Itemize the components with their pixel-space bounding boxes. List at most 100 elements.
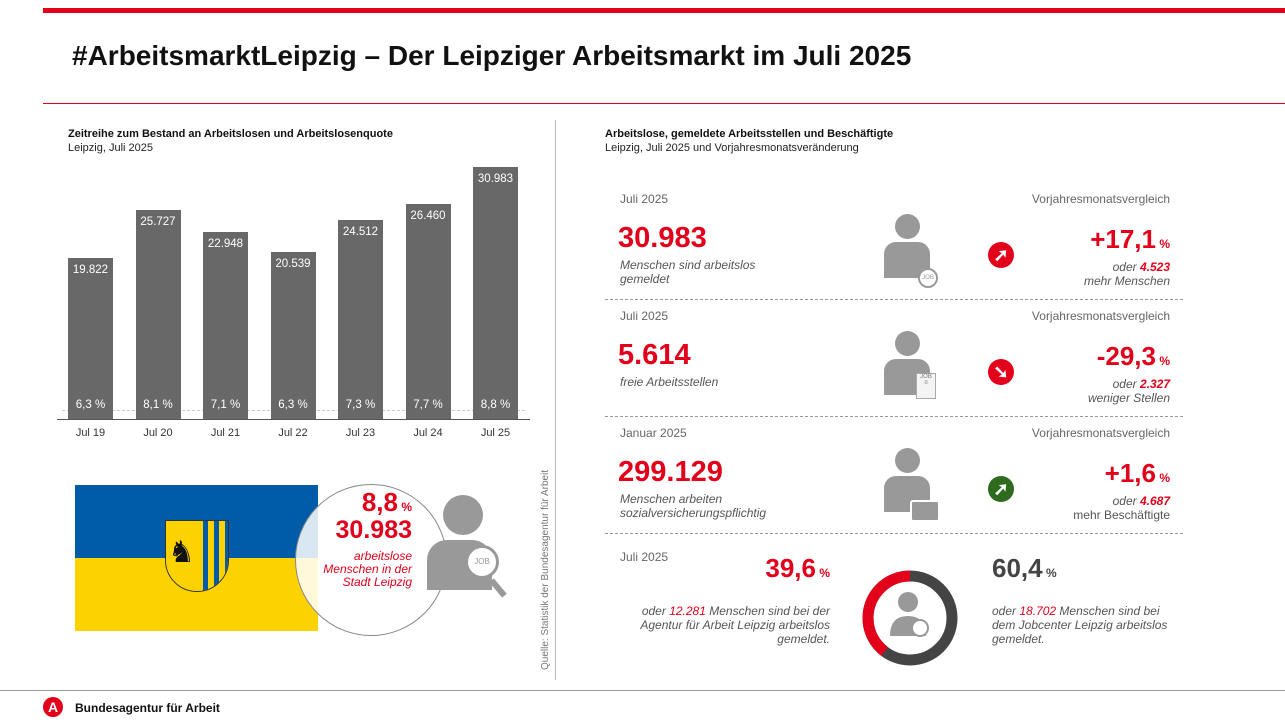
jobcenter-pct: 60,4	[992, 553, 1043, 583]
agentur-pct: 39,6	[765, 553, 816, 583]
rate-unit: %	[401, 500, 412, 514]
x-tick-label: Jul 24	[413, 427, 443, 439]
bar-rate-label: 8,1 %	[143, 399, 173, 411]
bar-value-label: 19.822	[72, 263, 109, 276]
row-description: freie Arbeitsstellen	[620, 375, 719, 389]
bar	[68, 257, 113, 419]
title-divider	[43, 103, 1285, 104]
bar-value-label: 24.512	[342, 225, 379, 238]
job-search-person-icon: JOB	[860, 204, 950, 294]
bar-value-label: 25.727	[140, 215, 176, 228]
agentur-pct-unit: %	[819, 566, 830, 580]
bar	[270, 251, 316, 419]
row-value: 30.983	[618, 222, 707, 254]
job-search-person-icon: JOB	[425, 490, 507, 600]
top-accent-bar	[43, 8, 1285, 13]
bar-rate-label: 6,3 %	[278, 399, 308, 411]
bar-rate-label: 7,7 %	[413, 399, 443, 411]
leipzig-flag: ♞	[75, 485, 318, 631]
agentur-count: 12.281	[669, 604, 706, 618]
bar-rate-label: 7,1 %	[210, 399, 241, 411]
count-value: 30.983	[335, 515, 412, 544]
bar	[135, 209, 181, 419]
row-abs-text: weniger Stellen	[1087, 391, 1170, 405]
row-compare-label: Vorjahresmonatsvergleich	[1031, 192, 1170, 206]
right-title: Arbeitslose, gemeldete Arbeitsstellen un…	[605, 128, 894, 140]
bar-value-label: 26.460	[410, 209, 446, 222]
count-text: arbeitslose Menschen in der Stadt Leipzi…	[323, 549, 412, 590]
row-abs-text: mehr Beschäftigte	[1073, 508, 1170, 522]
bar	[203, 232, 248, 419]
right-subtitle: Leipzig, Juli 2025 und Vorjahresmonatsve…	[605, 142, 859, 154]
section-divider	[555, 120, 563, 680]
row-change-unit: %	[1159, 237, 1170, 251]
x-tick-label: Jul 19	[75, 427, 106, 439]
briefcase-person-icon	[860, 438, 950, 528]
row-description: Menschen sind arbeitslos gemeldet	[620, 258, 756, 286]
row-compare-label: Vorjahresmonatsvergleich	[1031, 309, 1170, 323]
org-name: Bundesagentur für Arbeit	[75, 701, 220, 715]
row-compare-label: Vorjahresmonatsvergleich	[1031, 426, 1170, 440]
x-tick-label: Jul 25	[480, 427, 511, 439]
jobcenter-count: 18.702	[1019, 604, 1057, 618]
row-change: -29,3	[1096, 341, 1156, 371]
row-change-unit: %	[1159, 354, 1170, 368]
bar-rate-label: 7,3 %	[345, 399, 376, 411]
jobcenter-pre: oder	[992, 604, 1017, 618]
bar-value-label: 20.539	[275, 257, 311, 270]
x-tick-label: Jul 22	[278, 427, 308, 439]
bar	[405, 203, 451, 419]
row-oder: oder	[1112, 260, 1137, 274]
x-tick-label: Jul 20	[143, 427, 173, 439]
row-period: Juli 2025	[620, 192, 669, 206]
row-description: Menschen arbeiten sozialversicherungspfl…	[620, 492, 767, 520]
row-period: Juli 2025	[620, 309, 669, 323]
row-change-unit: %	[1159, 471, 1170, 485]
jobcenter-text: Menschen sind bei dem Jobcenter Leipzig …	[992, 604, 1168, 646]
row-value: 299.129	[618, 456, 723, 488]
chart-subtitle: Leipzig, Juli 2025	[68, 142, 154, 154]
x-tick-label: Jul 23	[345, 427, 376, 439]
footer-divider	[0, 690, 1285, 691]
split-period: Juli 2025	[620, 550, 669, 564]
agentur-text: Menschen sind bei der Agentur für Arbeit…	[640, 604, 830, 646]
row-value: 5.614	[618, 339, 691, 371]
page-title: #ArbeitsmarktLeipzig – Der Leipziger Arb…	[72, 40, 912, 71]
row-change: +17,1	[1090, 224, 1156, 254]
row-abs-text: mehr Menschen	[1083, 274, 1170, 288]
rate-value: 8,8	[361, 487, 398, 517]
row-abs-change: 4.523	[1139, 260, 1170, 274]
row-divider	[605, 533, 1183, 534]
donut-agentur-segment	[862, 570, 958, 666]
bar	[473, 166, 518, 419]
coat-of-arms-icon: ♞	[165, 520, 229, 592]
row-abs-change: 2.327	[1139, 377, 1170, 391]
bar-rate-label: 8,8 %	[480, 399, 511, 411]
bar-rate-label: 6,3 %	[75, 399, 106, 411]
row-divider	[605, 299, 1183, 300]
row-oder: oder	[1112, 377, 1137, 391]
trend-up-arrow-icon: ➚	[988, 242, 1014, 268]
jobcenter-pct-unit: %	[1045, 566, 1057, 580]
split-donut	[862, 570, 958, 666]
bar	[338, 219, 383, 419]
row-divider	[605, 416, 1183, 417]
agentur-pre: oder	[641, 604, 666, 618]
x-tick-label: Jul 21	[210, 427, 241, 439]
row-period: Januar 2025	[620, 426, 687, 440]
chart-title: Zeitreihe zum Bestand an Arbeitslosen un…	[68, 128, 393, 140]
row-oder: oder	[1112, 494, 1137, 508]
ba-logo-icon: A	[43, 697, 63, 717]
bar-value-label: 22.948	[207, 238, 244, 251]
job-search-person-icon	[890, 592, 929, 637]
bar-value-label: 30.983	[477, 172, 514, 185]
job-document-person-icon: JOB ≡	[860, 321, 950, 411]
source-note: Quelle: Statistik der Bundesagentur für …	[540, 469, 551, 670]
trend-down-arrow-icon: ➘	[988, 359, 1014, 385]
trend-up-arrow-icon: ➚	[988, 476, 1014, 502]
unemployment-circle	[295, 484, 447, 636]
row-change: +1,6	[1104, 458, 1156, 488]
bar-chart: 19.822 6,3 % Jul 19 25.727 8,1 % Jul 20 22.948…	[40, 160, 540, 450]
row-abs-change: 4.687	[1139, 494, 1170, 508]
x-axis	[57, 419, 530, 420]
